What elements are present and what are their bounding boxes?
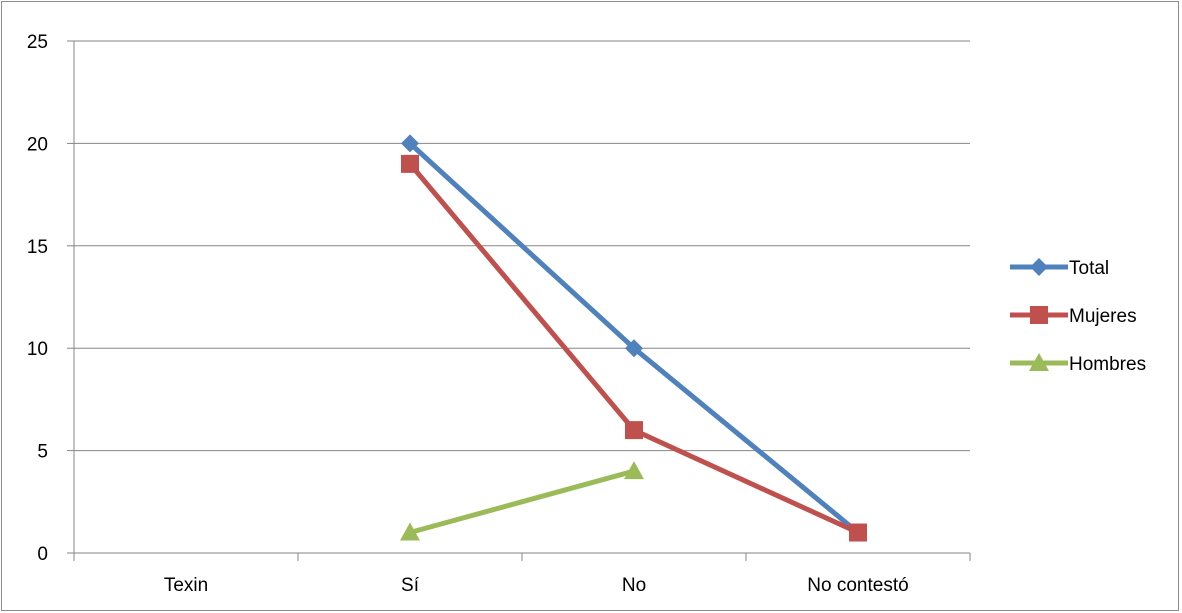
series-hombres (400, 461, 644, 541)
legend-entry-total: Total (1010, 258, 1109, 279)
legend-label-total: Total (1069, 258, 1109, 279)
gridlines (74, 40, 970, 452)
legend-marker-hombres (1029, 353, 1049, 371)
y-tick-label: 10 (27, 339, 48, 360)
series-mujeres (401, 154, 867, 542)
series-lines (400, 134, 867, 542)
x-tick-label: No (622, 575, 646, 596)
y-tick-label: 25 (27, 32, 48, 53)
y-tick-label: 20 (27, 134, 48, 155)
data-point-mujeres (401, 154, 419, 173)
data-point-hombres (400, 522, 420, 541)
data-point-total (401, 134, 419, 153)
legend-label-hombres: Hombres (1069, 354, 1146, 375)
series-line-hombres (409, 468, 635, 535)
axes (67, 40, 971, 561)
legend-entry-mujeres: Mujeres (1010, 306, 1137, 327)
data-point-hombres (624, 461, 644, 480)
legend-entry-hombres: Hombres (1010, 353, 1146, 375)
y-tick-label: 0 (37, 544, 48, 565)
x-axis-tick-labels: Texin Sí No No contestó (164, 575, 909, 596)
series-total (401, 134, 867, 542)
x-tick-label: Texin (164, 575, 208, 596)
x-tick-label: No contestó (807, 575, 908, 596)
y-axis-tick-labels: 0 5 10 15 20 25 (27, 32, 48, 565)
y-tick-label: 5 (37, 442, 48, 463)
data-point-total (625, 339, 643, 358)
legend-marker-mujeres (1030, 306, 1048, 324)
x-tick-label: Sí (401, 575, 420, 596)
data-point-mujeres (849, 523, 867, 542)
legend: Total Mujeres Hombres (1010, 258, 1146, 375)
data-point-mujeres (625, 421, 643, 440)
legend-label-mujeres: Mujeres (1069, 306, 1137, 327)
y-tick-label: 15 (27, 237, 48, 258)
legend-marker-total (1030, 258, 1048, 276)
